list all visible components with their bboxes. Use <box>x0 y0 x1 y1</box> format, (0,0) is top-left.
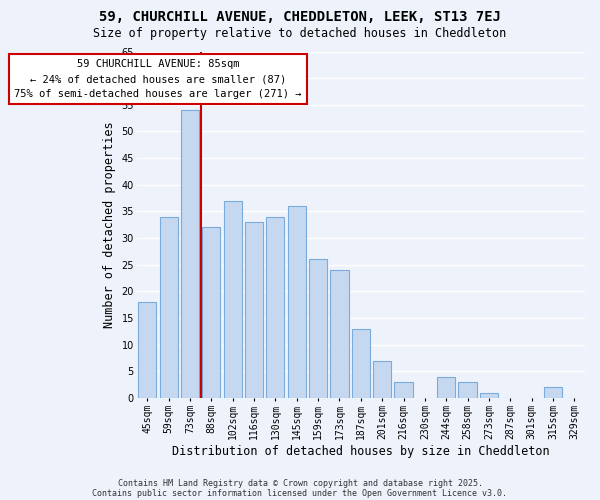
Bar <box>458 382 476 398</box>
X-axis label: Distribution of detached houses by size in Cheddleton: Distribution of detached houses by size … <box>172 444 550 458</box>
Bar <box>181 110 199 398</box>
Text: 59 CHURCHILL AVENUE: 85sqm
← 24% of detached houses are smaller (87)
75% of semi: 59 CHURCHILL AVENUE: 85sqm ← 24% of deta… <box>14 60 302 99</box>
Bar <box>287 206 306 398</box>
Text: Size of property relative to detached houses in Cheddleton: Size of property relative to detached ho… <box>94 28 506 40</box>
Bar <box>480 393 498 398</box>
Text: Contains public sector information licensed under the Open Government Licence v3: Contains public sector information licen… <box>92 488 508 498</box>
Bar <box>309 260 327 398</box>
Bar <box>331 270 349 398</box>
Bar <box>266 217 284 398</box>
Bar <box>352 329 370 398</box>
Text: Contains HM Land Registry data © Crown copyright and database right 2025.: Contains HM Land Registry data © Crown c… <box>118 478 482 488</box>
Bar <box>160 217 178 398</box>
Bar <box>437 377 455 398</box>
Bar <box>224 201 242 398</box>
Bar <box>202 228 220 398</box>
Bar <box>245 222 263 398</box>
Y-axis label: Number of detached properties: Number of detached properties <box>103 122 116 328</box>
Bar <box>373 361 391 398</box>
Text: 59, CHURCHILL AVENUE, CHEDDLETON, LEEK, ST13 7EJ: 59, CHURCHILL AVENUE, CHEDDLETON, LEEK, … <box>99 10 501 24</box>
Bar <box>394 382 413 398</box>
Bar <box>544 388 562 398</box>
Bar <box>138 302 157 398</box>
